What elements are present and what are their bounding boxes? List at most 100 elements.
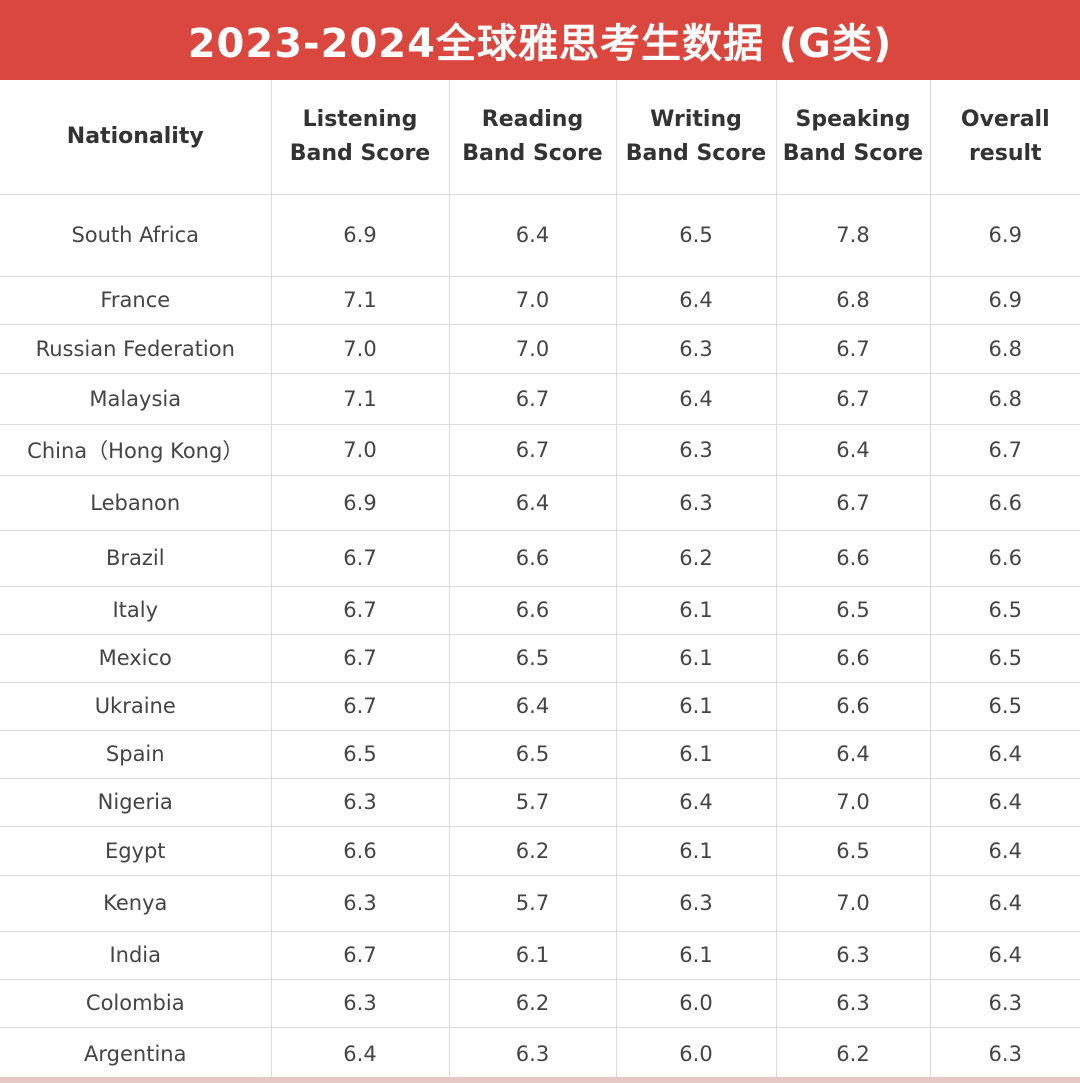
reading-cell: 6.2	[448, 978, 617, 1028]
table-row: Italy 6.7 6.6 6.1 6.5 6.5	[0, 585, 1080, 635]
nationality-cell: India	[0, 930, 272, 980]
page-title: 2023-2024全球雅思考生数据 (G类)	[187, 21, 893, 67]
writing-header: Writing Band Score	[615, 80, 777, 195]
writing-cell: 6.4	[615, 372, 777, 425]
writing-cell: 6.1	[615, 930, 777, 980]
nationality-cell: Kenya	[0, 874, 272, 932]
writing-cell: 6.3	[615, 874, 777, 932]
listening-cell: 6.7	[270, 585, 450, 635]
reading-cell: 6.4	[448, 474, 617, 531]
listening-cell: 6.6	[270, 825, 450, 876]
reading-cell: 6.7	[448, 423, 617, 476]
listening-cell: 6.7	[270, 633, 450, 683]
speaking-cell: 6.8	[775, 275, 931, 325]
overall-cell: 6.5	[929, 633, 1080, 683]
table-row: Lebanon 6.9 6.4 6.3 6.7 6.6	[0, 474, 1080, 531]
nationality-cell: China（Hong Kong）	[0, 423, 272, 476]
listening-cell: 7.0	[270, 323, 450, 374]
nationality-cell: Nigeria	[0, 777, 272, 827]
writing-cell: 6.3	[615, 423, 777, 476]
writing-cell: 6.3	[615, 474, 777, 531]
overall-header: Overall result	[929, 80, 1080, 195]
listening-cell: 6.3	[270, 874, 450, 932]
reading-cell: 6.3	[448, 1026, 617, 1082]
writing-cell: 6.3	[615, 323, 777, 374]
listening-cell: 6.9	[270, 474, 450, 531]
table-row: India 6.7 6.1 6.1 6.3 6.4	[0, 930, 1080, 980]
speaking-cell: 6.6	[775, 633, 931, 683]
page-title-banner: 2023-2024全球雅思考生数据 (G类)	[0, 0, 1080, 80]
speaking-cell: 6.3	[775, 930, 931, 980]
overall-cell: 6.8	[929, 372, 1080, 425]
speaking-cell: 6.4	[775, 729, 931, 779]
reading-cell: 5.7	[448, 874, 617, 932]
speaking-cell: 6.5	[775, 825, 931, 876]
speaking-cell: 7.0	[775, 874, 931, 932]
writing-cell: 6.0	[615, 978, 777, 1028]
reading-cell: 5.7	[448, 777, 617, 827]
speaking-cell: 6.5	[775, 585, 931, 635]
listening-cell: 6.7	[270, 930, 450, 980]
nationality-cell: Egypt	[0, 825, 272, 876]
reading-cell: 6.6	[448, 529, 617, 587]
reading-cell: 6.4	[448, 193, 617, 277]
speaking-cell: 6.7	[775, 323, 931, 374]
writing-cell: 6.1	[615, 825, 777, 876]
overall-cell: 6.8	[929, 323, 1080, 374]
nationality-cell: Malaysia	[0, 372, 272, 425]
bottom-divider	[0, 1077, 1080, 1083]
overall-cell: 6.4	[929, 777, 1080, 827]
table-row: Egypt 6.6 6.2 6.1 6.5 6.4	[0, 825, 1080, 876]
writing-cell: 6.4	[615, 275, 777, 325]
speaking-header: Speaking Band Score	[775, 80, 931, 195]
reading-cell: 6.6	[448, 585, 617, 635]
writing-cell: 6.1	[615, 633, 777, 683]
table-row: France 7.1 7.0 6.4 6.8 6.9	[0, 275, 1080, 325]
table-header-row: Nationality Listening Band Score Reading B…	[0, 80, 1080, 195]
writing-cell: 6.2	[615, 529, 777, 587]
table-row: Nigeria 6.3 5.7 6.4 7.0 6.4	[0, 777, 1080, 827]
overall-cell: 6.6	[929, 529, 1080, 587]
speaking-cell: 7.8	[775, 193, 931, 277]
nationality-cell: Ukraine	[0, 681, 272, 731]
nationality-cell: Brazil	[0, 529, 272, 587]
overall-cell: 6.4	[929, 874, 1080, 932]
listening-cell: 6.5	[270, 729, 450, 779]
scores-table: Nationality Listening Band Score Reading B…	[0, 80, 1080, 1082]
nationality-cell: France	[0, 275, 272, 325]
listening-cell: 6.3	[270, 978, 450, 1028]
listening-cell: 6.7	[270, 681, 450, 731]
nationality-cell: Lebanon	[0, 474, 272, 531]
reading-cell: 6.5	[448, 633, 617, 683]
nationality-cell: Russian Federation	[0, 323, 272, 374]
nationality-cell: Spain	[0, 729, 272, 779]
overall-cell: 6.4	[929, 930, 1080, 980]
table-row: China（Hong Kong） 7.0 6.7 6.3 6.4 6.7	[0, 423, 1080, 476]
reading-cell: 6.5	[448, 729, 617, 779]
table-row: Argentina 6.4 6.3 6.0 6.2 6.3	[0, 1026, 1080, 1082]
table-row: Spain 6.5 6.5 6.1 6.4 6.4	[0, 729, 1080, 779]
listening-header: Listening Band Score	[270, 80, 450, 195]
overall-cell: 6.7	[929, 423, 1080, 476]
table-row: Russian Federation 7.0 7.0 6.3 6.7 6.8	[0, 323, 1080, 374]
speaking-cell: 7.0	[775, 777, 931, 827]
writing-cell: 6.5	[615, 193, 777, 277]
overall-cell: 6.9	[929, 275, 1080, 325]
overall-cell: 6.6	[929, 474, 1080, 531]
nationality-cell: Colombia	[0, 978, 272, 1028]
reading-cell: 7.0	[448, 275, 617, 325]
overall-cell: 6.9	[929, 193, 1080, 277]
table-row: Colombia 6.3 6.2 6.0 6.3 6.3	[0, 978, 1080, 1028]
nationality-header: Nationality	[0, 80, 272, 195]
overall-cell: 6.4	[929, 825, 1080, 876]
overall-cell: 6.3	[929, 1026, 1080, 1082]
listening-cell: 6.9	[270, 193, 450, 277]
table-row: Ukraine 6.7 6.4 6.1 6.6 6.5	[0, 681, 1080, 731]
speaking-cell: 6.2	[775, 1026, 931, 1082]
listening-cell: 7.1	[270, 372, 450, 425]
overall-cell: 6.3	[929, 978, 1080, 1028]
reading-cell: 6.7	[448, 372, 617, 425]
reading-header: Reading Band Score	[448, 80, 617, 195]
nationality-cell: South Africa	[0, 193, 272, 277]
overall-cell: 6.5	[929, 681, 1080, 731]
